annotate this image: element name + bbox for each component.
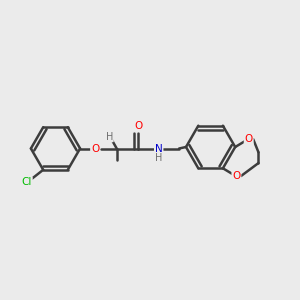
Text: N: N bbox=[155, 143, 163, 154]
Text: H: H bbox=[155, 153, 162, 163]
Text: Cl: Cl bbox=[22, 177, 32, 188]
Text: O: O bbox=[134, 121, 142, 131]
Text: H: H bbox=[106, 131, 113, 142]
Text: O: O bbox=[244, 134, 253, 144]
Text: O: O bbox=[232, 171, 241, 181]
Text: O: O bbox=[91, 143, 99, 154]
